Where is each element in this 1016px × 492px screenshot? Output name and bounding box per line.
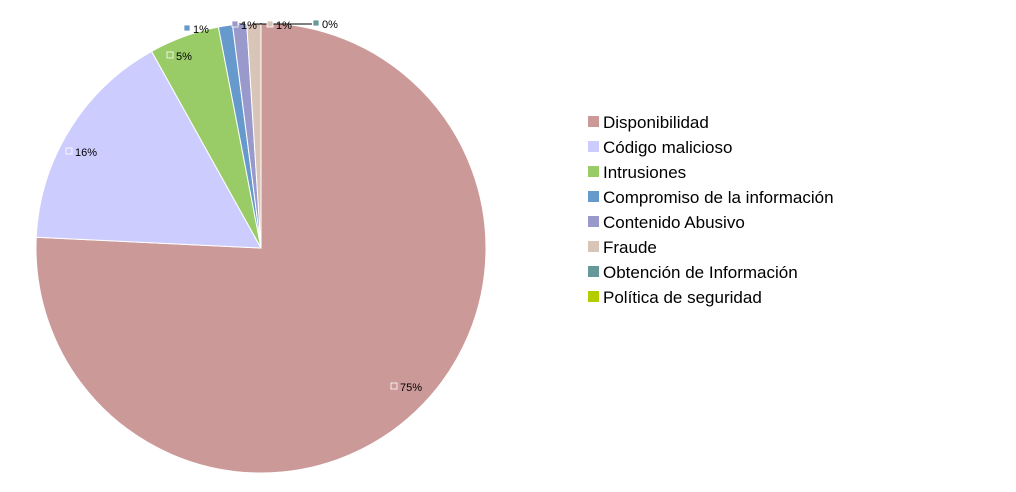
legend-swatch-compromiso-de-la-informacion (588, 191, 599, 202)
data-label-key-contenido-abusivo (231, 20, 239, 28)
data-label-disponibilidad: 75% (400, 382, 422, 394)
pie-slice-codigo-malicioso (35, 50, 262, 249)
data-label-key-codigo-malicioso (65, 147, 73, 155)
data-label-key-intrusiones (166, 51, 174, 59)
legend-swatch-fraude (588, 241, 599, 252)
data-label-key-obtencion-de-informacion (312, 19, 320, 27)
legend-swatch-codigo-malicioso (588, 141, 599, 152)
data-label-contenido-abusivo: 1% (241, 20, 257, 32)
data-label-key-fraude (266, 20, 274, 28)
data-label-obtencion-de-informacion: 0% (322, 19, 338, 31)
label-leaders (239, 23, 312, 25)
legend-label-codigo-malicioso: Código malicioso (603, 138, 732, 157)
pie-slice-disponibilidad (35, 22, 487, 474)
legend-swatch-obtencion-de-informacion (588, 266, 599, 277)
legend-label-disponibilidad: Disponibilidad (603, 113, 709, 132)
data-labels: 75% 16% 5% 1% 1% 1% 0% (65, 19, 422, 394)
data-label-key-compromiso-de-la-informacion (183, 24, 191, 32)
legend-swatch-contenido-abusivo (588, 216, 599, 227)
data-label-compromiso-de-la-informacion: 1% (193, 24, 209, 36)
data-label-key-disponibilidad (390, 382, 398, 390)
data-label-intrusiones: 5% (176, 51, 192, 63)
legend-label-intrusiones: Intrusiones (603, 163, 686, 182)
legend-swatch-disponibilidad (588, 116, 599, 127)
pie-slices (35, 22, 487, 474)
data-label-codigo-malicioso: 16% (75, 147, 97, 159)
legend-label-politica-de-seguridad: Política de seguridad (603, 288, 762, 307)
legend-label-compromiso-de-la-informacion: Compromiso de la información (603, 188, 834, 207)
legend: Disponibilidad Código malicioso Intrusione… (588, 113, 834, 307)
legend-swatch-intrusiones (588, 166, 599, 177)
legend-swatch-politica-de-seguridad (588, 291, 599, 302)
data-label-fraude: 1% (276, 20, 292, 32)
legend-label-contenido-abusivo: Contenido Abusivo (603, 213, 745, 232)
leader-line-obtencion-de-informacion (260, 23, 312, 25)
legend-label-fraude: Fraude (603, 238, 657, 257)
legend-label-obtencion-de-informacion: Obtención de Información (603, 263, 798, 282)
